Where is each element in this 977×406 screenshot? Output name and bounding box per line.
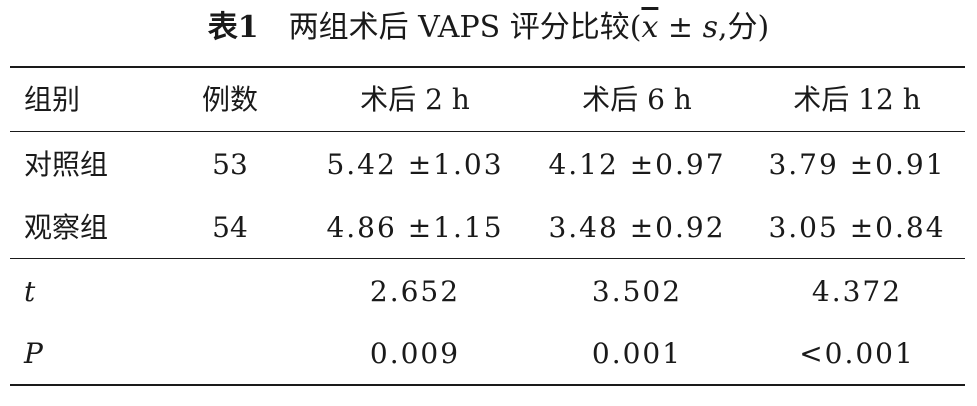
cell-12h: 3.05 ±0.84 (768, 211, 946, 244)
header-count: 例数 (201, 83, 258, 116)
caption-number: 1 (237, 10, 259, 45)
table-top-rule (10, 66, 965, 68)
stat-t-12h: 4.372 (811, 275, 903, 308)
stat-t-2h: 2.652 (369, 275, 461, 308)
caption-unit: ,分) (717, 10, 770, 45)
cell-6h: 4.12 ±0.97 (548, 148, 726, 181)
caption-plusminus: ± (658, 10, 703, 45)
table-bottom-rule (10, 384, 965, 386)
cell-6h: 3.48 ±0.92 (548, 211, 726, 244)
cell-count: 54 (212, 211, 248, 244)
table-header-row: 组别 例数 术后 2 h 术后 6 h 术后 12 h (10, 70, 965, 130)
stats-row-p: P 0.009 0.001 <0.001 (10, 324, 965, 384)
stat-p-12h: <0.001 (799, 337, 915, 370)
header-6h: 术后 6 h (582, 83, 692, 116)
stat-p-2h: 0.009 (369, 337, 461, 370)
cell-2h: 5.42 ±1.03 (326, 148, 504, 181)
stat-p-6h: 0.001 (591, 337, 683, 370)
stat-t-6h: 3.502 (591, 275, 683, 308)
cell-group: 对照组 (24, 148, 109, 181)
table-row: 观察组 54 4.86 ±1.15 3.48 ±0.92 3.05 ±0.84 (10, 198, 965, 258)
caption-text: 两组术后 VAPS 评分比较( (288, 10, 642, 45)
stat-label-t: t (24, 275, 36, 308)
cell-group: 观察组 (24, 211, 109, 244)
table-stats-rule (10, 258, 965, 259)
stat-label-p: P (24, 337, 43, 370)
table-caption: 表1 两组术后 VAPS 评分比较(x ± s,分) (0, 6, 977, 50)
header-2h: 术后 2 h (360, 83, 470, 116)
cell-2h: 4.86 ±1.15 (326, 211, 504, 244)
header-group: 组别 (24, 83, 81, 116)
table-row: 对照组 53 5.42 ±1.03 4.12 ±0.97 3.79 ±0.91 (10, 135, 965, 195)
table-header-rule (10, 131, 965, 132)
caption-mean-symbol: x (641, 10, 659, 45)
header-12h: 术后 12 h (793, 83, 921, 116)
stats-row-t: t 2.652 3.502 4.372 (10, 262, 965, 322)
cell-count: 53 (212, 148, 248, 181)
caption-sd-symbol: s (702, 10, 718, 45)
caption-label: 表 (207, 10, 238, 45)
cell-12h: 3.79 ±0.91 (768, 148, 946, 181)
